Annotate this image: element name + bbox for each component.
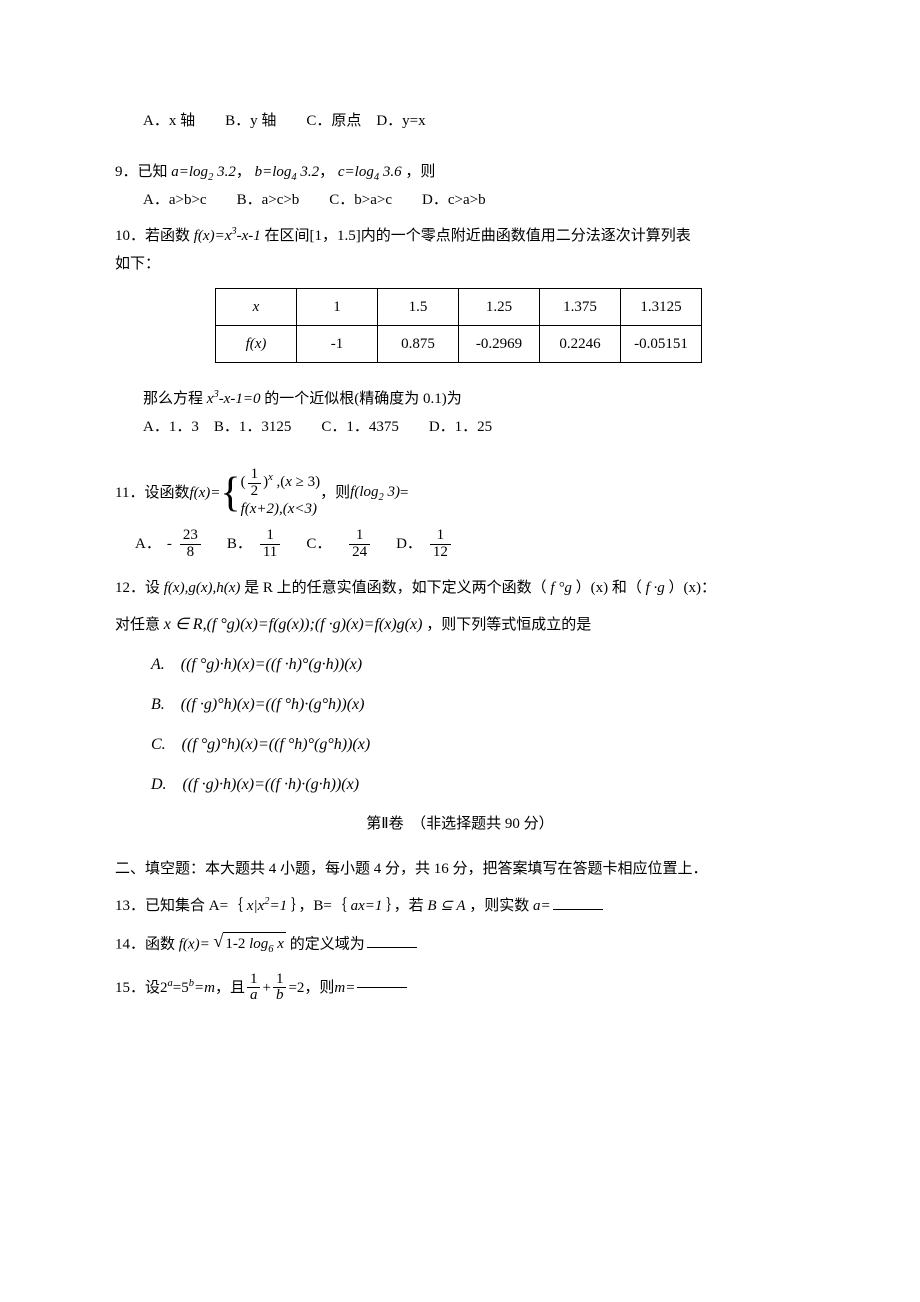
q15-blank <box>357 987 407 988</box>
q9-post: ，则 <box>405 164 435 180</box>
q11-opt-d: D． 112 <box>396 528 453 561</box>
q10-stem-line1: 10．若函数 f(x)=x3-x-1 在区间[1，1.5]内的一个零点附近曲函数… <box>115 224 805 248</box>
q11-opt-c: C． 124 <box>306 528 372 561</box>
q12-stem-line1: 12．设 f(x),g(x),h(x) 是 R 上的任意实值函数，如下定义两个函… <box>115 577 805 600</box>
q11-opt-a: A． - 238 <box>135 528 203 561</box>
q9-options: A．a>b>c B．a>c>b C．b>a>c D．c>a>b <box>115 189 805 212</box>
q9-a: a=log2 3.2 <box>171 164 236 180</box>
q10-table: x 1 1.5 1.25 1.375 1.3125 f(x) -1 0.875 … <box>215 288 702 363</box>
q10-after: 那么方程 x3-x-1=0 的一个近似根(精确度为 0.1)为 <box>115 387 805 411</box>
q13-blank <box>553 909 603 910</box>
q11-options: A． - 238 B． 111 C． 124 D． 112 <box>115 528 805 561</box>
fill-intro: 二、填空题：本大题共 4 小题，每小题 4 分，共 16 分，把答案填写在答题卡… <box>115 858 805 881</box>
q9-c: c=log4 3.6 <box>338 164 402 180</box>
q12-opt-b: B. ((f ·g)°h)(x)=((f °h)·(g°h))(x) <box>115 693 805 717</box>
q12-opt-c: C. ((f °g)°h)(x)=((f °h)°(g°h))(x) <box>115 733 805 757</box>
q12-opt-a: A. ((f °g)·h)(x)=((f ·h)°(g·h))(x) <box>115 653 805 677</box>
q11-opt-b: B． 111 <box>227 528 282 561</box>
q14-blank <box>367 947 417 948</box>
q10-options: A．1．3 B．1．3125 C．1．4375 D．1．25 <box>115 416 805 439</box>
part2-title: 第Ⅱ卷 （非选择题共 90 分） <box>115 813 805 836</box>
q12-defs: 对任意 x ∈ R,(f °g)(x)=f(g(x));(f ·g)(x)=f(… <box>115 613 805 637</box>
q9-stem: 9．已知 a=log2 3.2， b=log4 3.2， c=log4 3.6 … <box>115 161 805 186</box>
table-row: f(x) -1 0.875 -0.2969 0.2246 -0.05151 <box>216 325 702 362</box>
q11-stem: 11．设函数 f(x)= { (12)x ,(x ≥ 3) f(x+2),(x<… <box>115 467 805 521</box>
q15: 15．设 2a=5b=m ，且 1a + 1b =2 ，则 m= <box>115 972 805 1005</box>
q9-b: b=log4 3.2 <box>255 164 320 180</box>
q8-options: A．x 轴 B．y 轴 C．原点 D．y=x <box>115 110 805 133</box>
q14: 14．函数 f(x)= √ 1-2 log6 x 的定义域为 <box>115 932 805 958</box>
q9-pre: 9．已知 <box>115 164 171 180</box>
table-row: x 1 1.5 1.25 1.375 1.3125 <box>216 288 702 325</box>
q13: 13．已知集合 A=｛ x|x2=1 ｝，B=｛ ax=1 ｝，若 B ⊆ A … <box>115 894 805 918</box>
q12-opt-d: D. ((f ·g)·h)(x)=((f ·h)·(g·h))(x) <box>115 773 805 797</box>
q10-stem-line2: 如下： <box>115 253 805 276</box>
